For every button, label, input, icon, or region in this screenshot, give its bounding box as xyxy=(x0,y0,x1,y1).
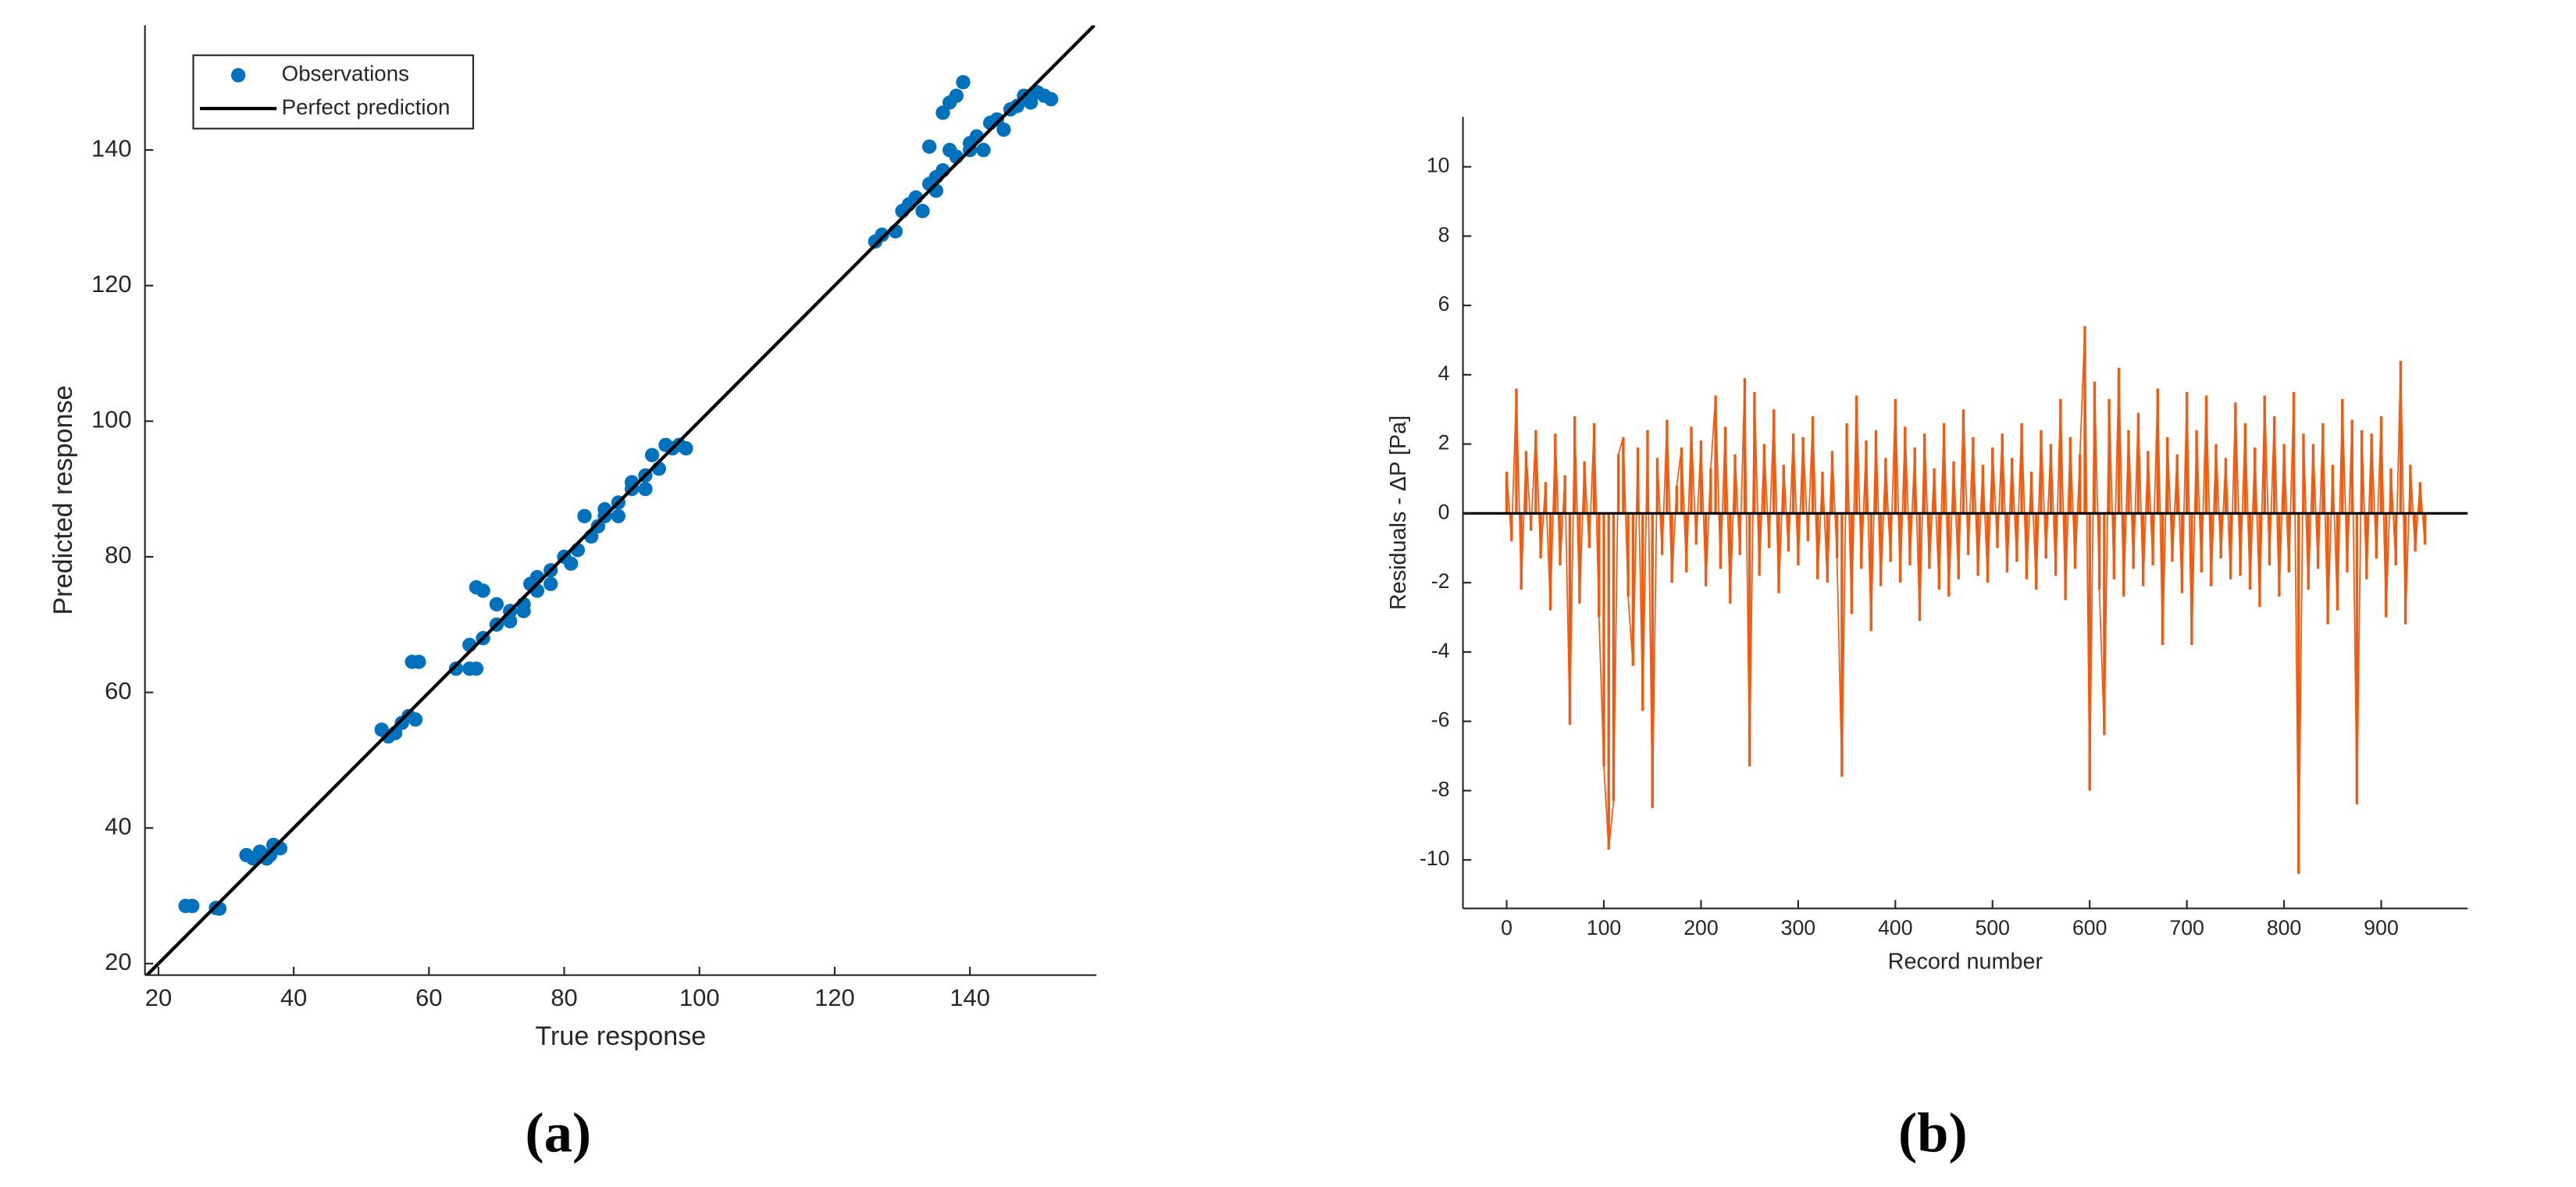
point xyxy=(989,112,1004,127)
y-axis-label: Residuals - ΔP [Pa] xyxy=(1386,415,1411,610)
perfect-line xyxy=(144,25,1096,975)
plot-area xyxy=(1463,326,2468,874)
y-tick-label: -2 xyxy=(1431,569,1450,593)
x-tick-label: 600 xyxy=(2072,916,2107,939)
x-tick-label: 120 xyxy=(814,984,855,1011)
y-tick-label: -6 xyxy=(1431,708,1450,732)
y-tick-label: -4 xyxy=(1431,639,1450,662)
point xyxy=(262,847,278,863)
point xyxy=(469,661,484,676)
panel-label: (a) xyxy=(526,1100,592,1164)
x-tick-label: 80 xyxy=(550,984,577,1011)
point xyxy=(412,654,426,669)
point xyxy=(949,88,964,103)
x-tick-label: 100 xyxy=(679,984,720,1011)
panel-label: (b) xyxy=(1898,1100,1968,1164)
point xyxy=(489,597,504,611)
point xyxy=(1043,91,1059,107)
x-axis-label: True response xyxy=(535,1021,706,1051)
y-tick-label: -10 xyxy=(1420,847,1450,870)
y-tick-label: 20 xyxy=(105,948,131,975)
point xyxy=(1023,95,1039,110)
point xyxy=(564,556,579,571)
y-tick-label: -8 xyxy=(1431,777,1450,800)
point xyxy=(543,576,558,591)
residual-trace xyxy=(1505,326,2426,874)
point xyxy=(935,105,950,120)
y-tick-label: 0 xyxy=(1438,500,1450,523)
y-tick-label: 120 xyxy=(91,270,132,298)
point xyxy=(408,712,423,727)
x-tick-label: 20 xyxy=(145,984,172,1011)
x-tick-label: 100 xyxy=(1587,916,1621,939)
y-tick-label: 10 xyxy=(1427,154,1450,177)
point xyxy=(185,898,200,914)
y-tick-label: 6 xyxy=(1438,292,1450,315)
point xyxy=(922,139,937,154)
x-tick-label: 500 xyxy=(1976,916,2010,939)
point xyxy=(590,519,606,534)
point xyxy=(956,75,971,90)
legend-label: Observations xyxy=(282,62,409,86)
point xyxy=(875,227,889,242)
y-tick-label: 60 xyxy=(105,677,131,704)
plot-area xyxy=(144,25,1096,975)
point xyxy=(976,142,991,158)
point xyxy=(996,122,1011,137)
y-tick-label: 2 xyxy=(1438,431,1450,454)
point xyxy=(644,447,660,462)
x-tick-label: 400 xyxy=(1878,916,1912,939)
legend: Observations Perfect prediction xyxy=(192,54,475,130)
y-tick-label: 80 xyxy=(105,541,131,569)
point xyxy=(679,440,693,456)
point xyxy=(611,508,626,524)
x-tick-label: 0 xyxy=(1501,916,1512,939)
point xyxy=(448,661,464,676)
point xyxy=(516,604,531,618)
y-tick-label: 40 xyxy=(105,812,131,839)
x-tick-label: 700 xyxy=(2169,916,2204,939)
point xyxy=(476,583,490,598)
x-tick-label: 200 xyxy=(1683,916,1718,939)
y-tick-label: 100 xyxy=(91,406,132,433)
y-tick-label: 8 xyxy=(1438,223,1450,246)
x-tick-label: 300 xyxy=(1781,916,1815,939)
point xyxy=(915,204,930,219)
x-tick-label: 800 xyxy=(2267,916,2301,939)
point xyxy=(1010,98,1024,113)
legend-box xyxy=(192,54,475,130)
point xyxy=(638,482,653,497)
legend-marker xyxy=(230,68,246,83)
legend-label: Perfect prediction xyxy=(282,94,451,119)
y-tick-label: 140 xyxy=(91,134,132,162)
y-axis-label: Predicted response xyxy=(48,385,78,615)
x-tick-label: 140 xyxy=(950,984,990,1011)
y-tick-label: 4 xyxy=(1438,362,1450,385)
x-tick-label: 60 xyxy=(415,984,442,1011)
point xyxy=(503,614,518,629)
x-axis-label: Record number xyxy=(1888,949,2043,974)
x-tick-label: 900 xyxy=(2364,916,2398,939)
point xyxy=(577,508,592,524)
x-tick-label: 40 xyxy=(280,984,307,1011)
